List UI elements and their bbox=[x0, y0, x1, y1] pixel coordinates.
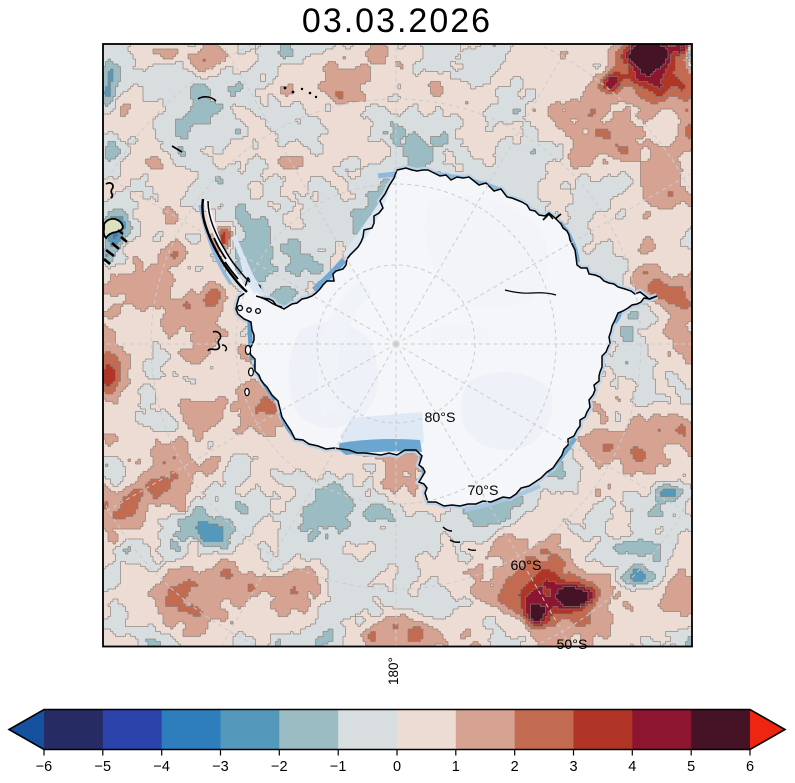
svg-text:−1: −1 bbox=[330, 759, 347, 775]
svg-text:0: 0 bbox=[393, 759, 401, 775]
svg-text:60°S: 60°S bbox=[511, 558, 542, 574]
svg-text:50°S: 50°S bbox=[557, 637, 588, 653]
svg-text:70°S: 70°S bbox=[468, 483, 499, 499]
svg-text:1: 1 bbox=[452, 759, 460, 775]
svg-text:3: 3 bbox=[569, 759, 577, 775]
svg-text:80°S: 80°S bbox=[425, 410, 456, 426]
svg-text:−4: −4 bbox=[153, 759, 170, 775]
svg-text:180°: 180° bbox=[386, 657, 401, 685]
svg-text:−6: −6 bbox=[36, 759, 53, 775]
svg-text:−3: −3 bbox=[212, 759, 229, 775]
svg-text:4: 4 bbox=[628, 759, 636, 775]
svg-text:−5: −5 bbox=[95, 759, 112, 775]
svg-text:6: 6 bbox=[746, 759, 754, 775]
svg-text:03.03.2026: 03.03.2026 bbox=[302, 2, 492, 40]
svg-text:5: 5 bbox=[687, 759, 695, 775]
svg-text:2: 2 bbox=[511, 759, 519, 775]
svg-text:−2: −2 bbox=[271, 759, 288, 775]
